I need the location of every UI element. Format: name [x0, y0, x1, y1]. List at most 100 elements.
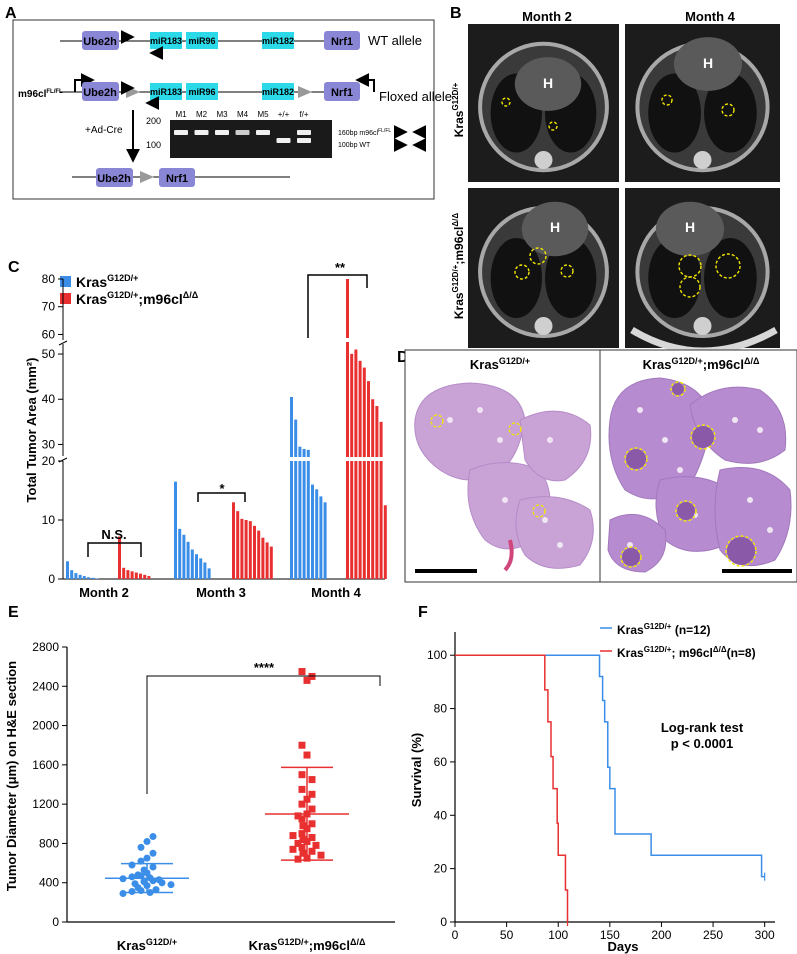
data-point: [298, 668, 306, 676]
gene-box-mir183: [150, 32, 182, 49]
f-ytick-label: 20: [434, 862, 448, 876]
bar-ko: [383, 505, 387, 579]
gene-box-mir182: [262, 83, 294, 100]
histology-title: KrasG12D/+;m96clΔ/Δ: [643, 356, 760, 372]
survival-curve: [455, 654, 569, 922]
data-point: [289, 845, 297, 853]
heart-label: H: [703, 55, 713, 71]
panel-e: E Tumor Diameter (μm) on H&E section 0 40…: [4, 604, 395, 953]
f-xtick-label: 300: [755, 928, 775, 942]
tumor-circle: [501, 97, 511, 107]
data-point: [298, 843, 306, 851]
promoter-arrow-icon: [74, 73, 95, 92]
e-ytick-label: 1200: [32, 797, 59, 811]
bar-wt: [323, 502, 327, 579]
f-ytick-label: 40: [434, 808, 448, 822]
bar-wt: [290, 396, 293, 579]
gene-label: Ube2h: [83, 87, 117, 99]
f-ytick-label: 0: [440, 915, 447, 929]
gene-box-mir96: [186, 32, 218, 49]
data-point: [149, 833, 157, 841]
bar-wt: [298, 446, 302, 579]
data-point: [299, 822, 307, 830]
gene-label: Nrf1: [331, 87, 353, 99]
data-point: [308, 776, 316, 784]
panel-a: A Ube2h miR183 miR96 miR182 Nrf1 WT alle…: [5, 5, 452, 200]
vessel-spot: [747, 497, 753, 503]
bar-wt: [207, 568, 211, 579]
tumor-circle: [690, 424, 716, 450]
axis-break-gap: [349, 457, 354, 461]
bar-ko: [350, 353, 354, 579]
data-point: [308, 790, 316, 798]
tumor-mass: [622, 548, 640, 566]
ct-spine: [693, 317, 712, 335]
f-ytick-label: 80: [434, 702, 448, 716]
mouse-label: m96clFL/FL: [18, 89, 63, 100]
data-point: [128, 888, 136, 896]
data-point: [299, 849, 307, 857]
gene-label: Ube2h: [97, 173, 131, 185]
histology-title: KrasG12D/+: [470, 356, 530, 372]
data-point: [149, 849, 157, 857]
blood-stain: [503, 539, 514, 572]
data-point: [298, 815, 306, 823]
gene-box-mir182: [262, 32, 294, 49]
ct-spine: [534, 151, 553, 169]
data-point: [298, 771, 306, 779]
e-axes: 0 400 800 1200 1600 2000 2400 2800: [32, 640, 395, 929]
tumor-circle: [529, 247, 547, 265]
bar-wt: [302, 448, 306, 579]
ct-lung: [704, 73, 757, 153]
e-ytick-label: 2400: [32, 679, 59, 693]
gel-band: [215, 130, 229, 135]
axis-break-gap: [374, 457, 379, 461]
f-xtick-label: 50: [500, 928, 514, 942]
bar-wt: [315, 489, 319, 579]
bar-ko: [367, 381, 370, 579]
ct-col-label: Month 4: [685, 9, 736, 24]
tumor-mass: [677, 502, 695, 520]
f-xlabel: Days: [607, 939, 638, 954]
data-point: [137, 843, 145, 851]
bar-wt: [319, 496, 323, 579]
gel-ladder-label: 100: [146, 140, 161, 150]
tumor-circle: [661, 94, 673, 106]
e-ylabel: Tumor Diameter (μm) on H&E section: [4, 661, 19, 891]
gene-box-ube2h: [82, 82, 119, 101]
gel-ladder-label: 200: [146, 116, 161, 126]
gene-box-ube2h: [82, 31, 119, 50]
data-point: [303, 751, 311, 759]
legend-label-wt: KrasG12D/+ (n=12): [617, 622, 711, 637]
data-point: [128, 861, 136, 869]
data-point: [152, 886, 160, 894]
data-point: [119, 890, 127, 898]
panel-b-letter: B: [450, 5, 462, 22]
c-xcat: Month 4: [311, 585, 362, 600]
e-ytick-label: 2000: [32, 719, 59, 733]
bar-ko: [257, 530, 261, 579]
ct-lung: [545, 238, 597, 318]
c-xcat: Month 2: [79, 585, 129, 600]
gene-label: miR182: [262, 87, 294, 97]
bar-ko: [122, 567, 126, 579]
axis-break-gap: [353, 457, 358, 461]
gene-box-mir183: [150, 83, 182, 100]
lung-lobe: [515, 496, 594, 569]
ct-row-label: KrasG12D/+: [451, 82, 466, 137]
legend-swatch-wt: [60, 276, 71, 287]
vessel-spot: [757, 427, 763, 433]
data-point: [143, 837, 151, 845]
axis-break-gap: [306, 457, 311, 461]
bar-ko: [269, 546, 273, 579]
axis-break-gap: [289, 457, 294, 461]
bar-wt: [78, 574, 82, 579]
bar-ko: [358, 360, 362, 579]
ct-lung: [648, 73, 701, 153]
gene-label: miR183: [150, 87, 182, 97]
bar-wt: [195, 554, 198, 579]
ct-spine: [693, 151, 712, 169]
data-point: [128, 873, 136, 881]
vessel-spot: [557, 542, 563, 548]
